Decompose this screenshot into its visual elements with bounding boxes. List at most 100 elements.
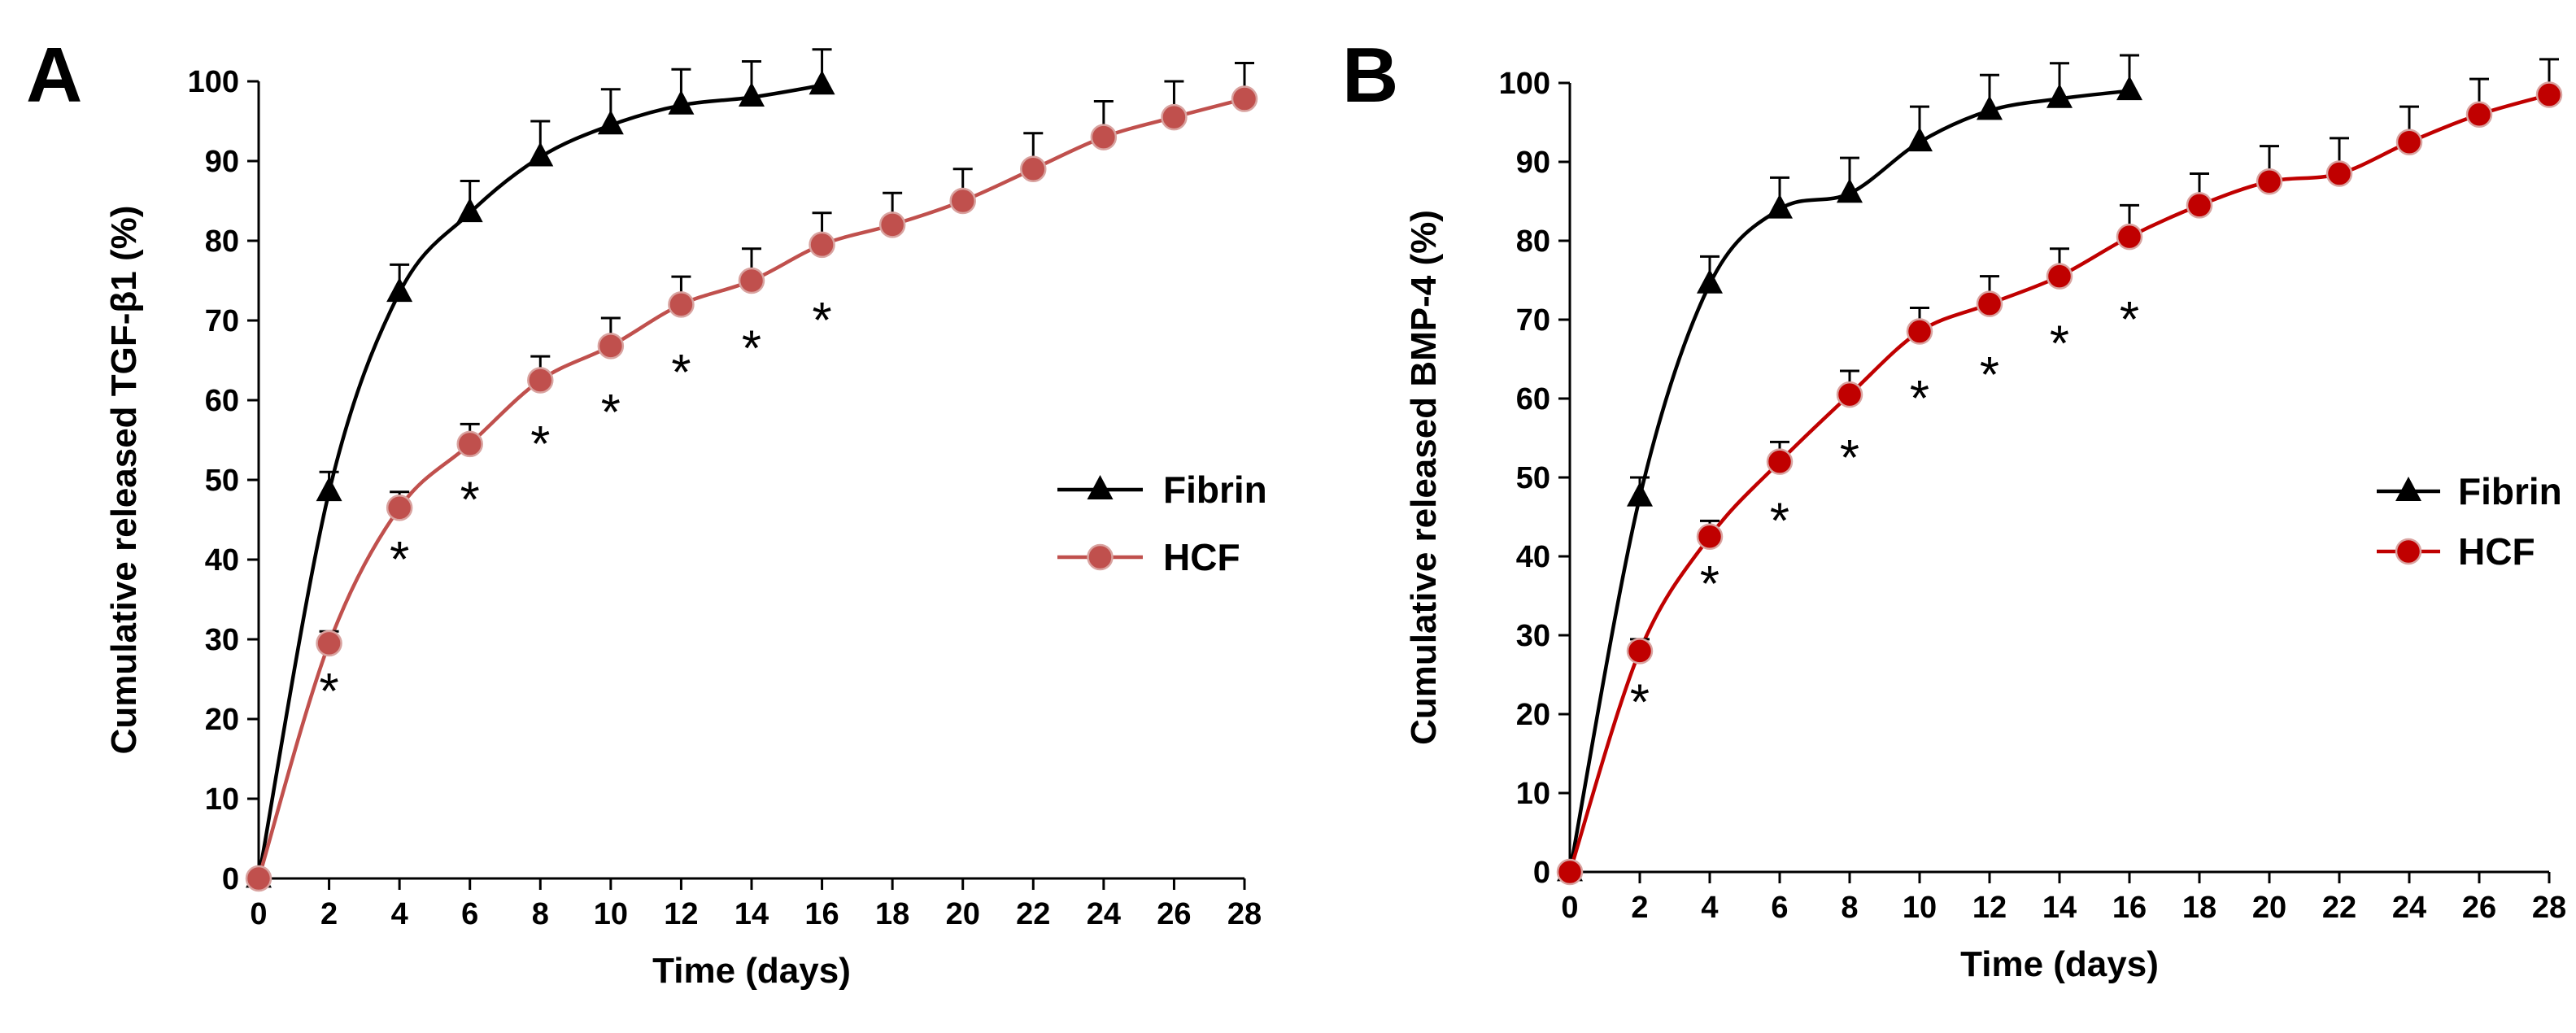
hcf-data-point <box>456 430 483 458</box>
y-tick-label: 10 <box>1516 777 1550 811</box>
fibrin-legend-label: Fibrin <box>1163 469 1267 511</box>
panel-letter: B <box>1342 32 1398 119</box>
fibrin-data-point <box>1837 178 1863 203</box>
y-tick-label: 60 <box>205 384 239 418</box>
fibrin-data-point <box>1767 194 1793 219</box>
x-axis-title: Time (days) <box>1960 944 2159 984</box>
hcf-series-line <box>1567 93 2550 873</box>
hcf-data-point <box>2465 101 2493 129</box>
x-tick-label: 26 <box>2462 891 2496 925</box>
x-tick-label: 2 <box>320 897 338 931</box>
hcf-data-point <box>2256 168 2283 195</box>
x-axis-title: Time (days) <box>652 951 851 991</box>
y-tick-label: 70 <box>1516 303 1550 338</box>
fibrin-data-point <box>1697 268 1723 294</box>
y-tick-label: 90 <box>1516 146 1550 180</box>
hcf-series-line <box>256 97 1245 879</box>
y-tick-label: 30 <box>205 623 239 657</box>
hcf-data-point <box>245 865 272 892</box>
x-tick-label: 22 <box>1016 897 1050 931</box>
hcf-data-point <box>809 231 835 259</box>
fibrin-series-line <box>256 83 822 879</box>
x-tick-label: 26 <box>1157 897 1191 931</box>
hcf-data-point <box>597 333 625 360</box>
x-tick-label: 0 <box>1561 891 1578 925</box>
x-tick-label: 28 <box>1227 897 1262 931</box>
significance-asterisk: * <box>1630 675 1650 731</box>
hcf-data-point <box>738 267 765 294</box>
y-tick-label: 100 <box>1499 67 1550 101</box>
hcf-legend-marker <box>1087 543 1114 571</box>
hcf-data-point <box>1906 318 1933 345</box>
x-tick-label: 12 <box>664 897 698 931</box>
y-tick-label: 0 <box>222 862 239 896</box>
x-tick-label: 4 <box>1701 891 1718 925</box>
x-tick-label: 18 <box>2182 891 2216 925</box>
y-tick-label: 20 <box>205 703 239 737</box>
x-tick-label: 6 <box>461 897 478 931</box>
x-tick-label: 22 <box>2322 891 2356 925</box>
x-tick-label: 12 <box>1972 891 2007 925</box>
hcf-data-point <box>386 495 413 521</box>
fibrin-legend-label: Fibrin <box>2458 470 2562 512</box>
significance-asterisk: * <box>671 345 691 401</box>
x-tick-label: 24 <box>1087 897 1121 931</box>
fibrin-data-point <box>386 277 413 303</box>
significance-asterisk: * <box>742 320 761 377</box>
fibrin-data-point <box>316 477 342 502</box>
significance-asterisk: * <box>813 293 832 349</box>
x-tick-label: 16 <box>804 897 839 931</box>
hcf-data-point <box>1626 638 1654 665</box>
hcf-legend-marker <box>2395 538 2422 565</box>
fibrin-data-point <box>1907 127 1933 152</box>
significance-asterisk: * <box>2050 316 2069 372</box>
hcf-data-point <box>2395 129 2423 155</box>
hcf-data-point <box>316 630 342 657</box>
fibrin-data-point <box>1627 482 1653 507</box>
y-tick-label: 90 <box>205 145 239 179</box>
fibrin-data-point <box>527 142 554 167</box>
y-tick-label: 70 <box>205 304 239 338</box>
significance-asterisk: * <box>2120 292 2139 348</box>
y-tick-label: 50 <box>1516 461 1550 495</box>
fibrin-legend-marker <box>1087 475 1114 499</box>
panel-letter: A <box>26 32 82 119</box>
x-tick-label: 16 <box>2112 891 2147 925</box>
y-tick-label: 80 <box>205 224 239 259</box>
x-tick-label: 14 <box>734 897 769 931</box>
y-tick-label: 100 <box>188 65 239 99</box>
y-tick-label: 40 <box>205 543 239 578</box>
x-tick-label: 28 <box>2532 891 2566 925</box>
fibrin-data-point <box>739 82 765 107</box>
hcf-data-point <box>1556 858 1584 886</box>
x-tick-label: 10 <box>594 897 628 931</box>
fibrin-data-point <box>809 70 835 95</box>
y-tick-label: 0 <box>1533 856 1550 890</box>
x-tick-label: 14 <box>2042 891 2077 925</box>
x-tick-label: 20 <box>2252 891 2286 925</box>
x-tick-label: 24 <box>2392 891 2426 925</box>
x-tick-label: 4 <box>391 897 408 931</box>
hcf-data-point <box>1976 290 2003 317</box>
significance-asterisk: * <box>1700 556 1720 612</box>
x-tick-label: 20 <box>946 897 980 931</box>
significance-asterisk: * <box>1980 347 1999 403</box>
hcf-data-point <box>2535 81 2563 108</box>
significance-asterisk: * <box>1910 371 1929 427</box>
y-tick-label: 60 <box>1516 382 1550 416</box>
fibrin-data-point <box>668 89 695 115</box>
hcf-data-point <box>1696 523 1724 550</box>
y-axis-title: Cumulative released TGF-β1 (%) <box>104 206 144 755</box>
y-tick-label: 40 <box>1516 540 1550 574</box>
hcf-data-point <box>1766 448 1794 475</box>
significance-asterisk: * <box>1770 494 1789 550</box>
hcf-data-point <box>1231 85 1258 112</box>
hcf-data-point <box>949 187 976 215</box>
fibrin-data-point <box>2116 76 2142 101</box>
hcf-data-point <box>2325 160 2353 187</box>
y-tick-label: 10 <box>205 782 239 817</box>
x-tick-label: 10 <box>1903 891 1937 925</box>
